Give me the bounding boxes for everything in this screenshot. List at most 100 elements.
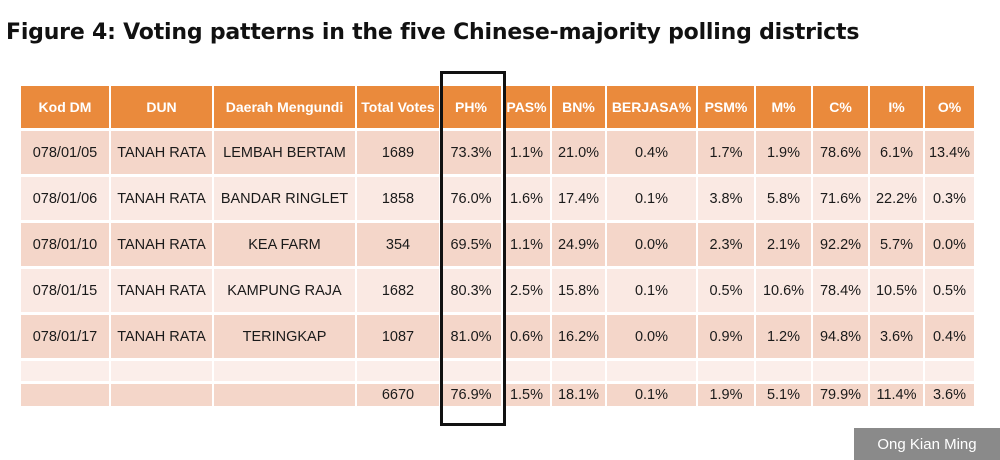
author-credit: Ong Kian Ming [854,428,1000,460]
cell-o: 0.3% [925,177,974,220]
total-votes: 6670 [357,384,439,406]
cell-ph: 69.5% [441,223,501,266]
cell-kod-dm: 078/01/06 [21,177,109,220]
cell-daerah: LEMBAH BERTAM [214,131,355,174]
table-row: 078/01/06 TANAH RATA BANDAR RINGLET 1858… [21,177,974,220]
cell-berjasa: 0.0% [607,315,696,358]
cell-o: 0.5% [925,269,974,312]
cell-m: 2.1% [756,223,811,266]
cell-c: 78.6% [813,131,868,174]
header-total-votes: Total Votes [357,86,439,128]
cell-dun: TANAH RATA [111,223,212,266]
cell-psm: 1.7% [698,131,754,174]
header-pas: PAS% [503,86,550,128]
table-header-row: Kod DM DUN Daerah Mengundi Total Votes P… [21,86,974,128]
total-berjasa: 0.1% [607,384,696,406]
cell-bn: 21.0% [552,131,605,174]
header-berjasa: BERJASA% [607,86,696,128]
cell-ph: 73.3% [441,131,501,174]
cell-ph: 81.0% [441,315,501,358]
figure-title: Figure 4: Voting patterns in the five Ch… [6,20,860,45]
cell-daerah: KAMPUNG RAJA [214,269,355,312]
total-kod-dm [21,384,109,406]
header-o: O% [925,86,974,128]
cell-pas: 1.1% [503,131,550,174]
cell-daerah: KEA FARM [214,223,355,266]
header-ph: PH% [441,86,501,128]
table-row: 078/01/05 TANAH RATA LEMBAH BERTAM 1689 … [21,131,974,174]
cell-dun: TANAH RATA [111,131,212,174]
cell-total-votes: 1858 [357,177,439,220]
cell-kod-dm: 078/01/05 [21,131,109,174]
total-m: 5.1% [756,384,811,406]
cell-c: 78.4% [813,269,868,312]
empty-row [21,361,974,381]
cell-ph: 76.0% [441,177,501,220]
table-row: 078/01/10 TANAH RATA KEA FARM 354 69.5% … [21,223,974,266]
cell-berjasa: 0.0% [607,223,696,266]
cell-i: 22.2% [870,177,923,220]
cell-dun: TANAH RATA [111,177,212,220]
cell-c: 94.8% [813,315,868,358]
cell-dun: TANAH RATA [111,269,212,312]
cell-pas: 1.6% [503,177,550,220]
total-o: 3.6% [925,384,974,406]
total-c: 79.9% [813,384,868,406]
cell-i: 5.7% [870,223,923,266]
cell-ph: 80.3% [441,269,501,312]
cell-bn: 17.4% [552,177,605,220]
cell-psm: 2.3% [698,223,754,266]
cell-total-votes: 1087 [357,315,439,358]
header-dun: DUN [111,86,212,128]
header-i: I% [870,86,923,128]
header-daerah-mengundi: Daerah Mengundi [214,86,355,128]
cell-psm: 0.5% [698,269,754,312]
cell-total-votes: 1689 [357,131,439,174]
cell-c: 71.6% [813,177,868,220]
cell-o: 0.4% [925,315,974,358]
total-psm: 1.9% [698,384,754,406]
cell-dun: TANAH RATA [111,315,212,358]
table-row: 078/01/17 TANAH RATA TERINGKAP 1087 81.0… [21,315,974,358]
cell-c: 92.2% [813,223,868,266]
cell-o: 0.0% [925,223,974,266]
total-daerah [214,384,355,406]
cell-pas: 0.6% [503,315,550,358]
table-row: 078/01/15 TANAH RATA KAMPUNG RAJA 1682 8… [21,269,974,312]
total-bn: 18.1% [552,384,605,406]
cell-bn: 16.2% [552,315,605,358]
cell-daerah: BANDAR RINGLET [214,177,355,220]
cell-m: 1.2% [756,315,811,358]
header-m: M% [756,86,811,128]
cell-bn: 15.8% [552,269,605,312]
cell-pas: 2.5% [503,269,550,312]
header-kod-dm: Kod DM [21,86,109,128]
cell-kod-dm: 078/01/17 [21,315,109,358]
cell-berjasa: 0.4% [607,131,696,174]
cell-pas: 1.1% [503,223,550,266]
total-i: 11.4% [870,384,923,406]
cell-psm: 3.8% [698,177,754,220]
cell-o: 13.4% [925,131,974,174]
ph-column-highlight-box [440,71,506,426]
voting-table: Kod DM DUN Daerah Mengundi Total Votes P… [19,83,976,409]
cell-i: 10.5% [870,269,923,312]
header-c: C% [813,86,868,128]
cell-berjasa: 0.1% [607,269,696,312]
cell-total-votes: 354 [357,223,439,266]
cell-psm: 0.9% [698,315,754,358]
cell-i: 6.1% [870,131,923,174]
cell-m: 10.6% [756,269,811,312]
cell-i: 3.6% [870,315,923,358]
cell-daerah: TERINGKAP [214,315,355,358]
total-dun [111,384,212,406]
header-bn: BN% [552,86,605,128]
total-row: 6670 76.9% 1.5% 18.1% 0.1% 1.9% 5.1% 79.… [21,384,974,406]
total-ph: 76.9% [441,384,501,406]
cell-kod-dm: 078/01/15 [21,269,109,312]
cell-m: 1.9% [756,131,811,174]
cell-kod-dm: 078/01/10 [21,223,109,266]
cell-bn: 24.9% [552,223,605,266]
cell-berjasa: 0.1% [607,177,696,220]
header-psm: PSM% [698,86,754,128]
